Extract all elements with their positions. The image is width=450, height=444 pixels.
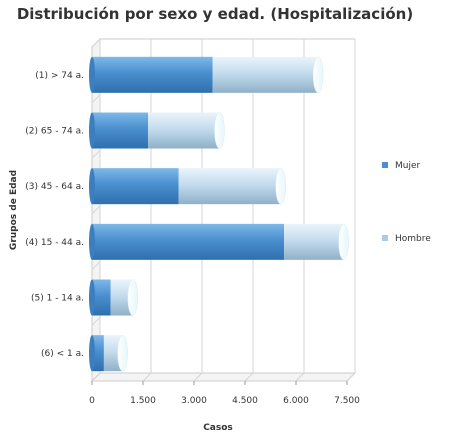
x-grid-floor-line (346, 372, 356, 382)
bar-hombre (103, 335, 123, 372)
y-tick-label: (2) 65 - 74 a. (25, 127, 84, 137)
bar-base-cap (89, 223, 95, 260)
x-tick-label: 3.000 (181, 396, 207, 406)
plot-floor (90, 372, 357, 382)
legend: Mujer Hombre (382, 161, 431, 244)
bar-mujer (92, 168, 179, 205)
x-tick-label: 1.500 (130, 396, 156, 406)
bar-mujer (92, 56, 213, 93)
bar-base-cap (89, 56, 95, 93)
bar-base-cap (89, 279, 95, 316)
x-grid-floor-line (295, 372, 305, 382)
y-axis-label: Grupos de Edad (9, 170, 19, 250)
bar-end-cap (312, 56, 324, 94)
y-tick-label: (5) 1 - 14 a. (31, 294, 84, 304)
bar-mujer (92, 112, 149, 149)
bar-base-cap (89, 168, 95, 205)
bar-mujer (92, 279, 111, 316)
bar-mujer (92, 223, 285, 260)
x-grid-floor-line (142, 372, 152, 382)
grid-lines (91, 38, 356, 385)
bar-group (89, 167, 286, 205)
bars (89, 56, 349, 372)
y-grid-line (91, 205, 101, 215)
x-tick-label: 4.500 (232, 396, 258, 406)
x-axis-label: Casos (203, 423, 233, 433)
y-grid-line (91, 261, 101, 271)
y-tick-label: (6) < 1 a. (41, 349, 84, 359)
x-grid-floor-line (244, 372, 254, 382)
bar-end-cap (275, 167, 286, 205)
y-grid-line (91, 372, 101, 382)
y-grid-line (91, 38, 101, 48)
bar-group (89, 334, 128, 372)
bar-group (89, 56, 324, 94)
y-tick-label: (4) 15 - 44 a. (25, 238, 84, 248)
bar-hombre (284, 223, 344, 260)
x-grid-floor-line (193, 372, 203, 382)
legend-swatch-mujer (382, 162, 388, 168)
bar-mujer (92, 335, 104, 372)
bar-hombre (148, 112, 220, 149)
x-tick-label: 0 (89, 396, 95, 406)
x-tick-label: 7.500 (334, 396, 360, 406)
bar-base-cap (89, 335, 95, 372)
bar-end-cap (338, 223, 349, 261)
bar-base-cap (89, 112, 95, 149)
legend-label-hombre: Hombre (395, 234, 431, 244)
y-tick-label: (3) 45 - 64 a. (25, 182, 84, 192)
y-grid-line (91, 94, 101, 104)
bar-end-cap (214, 112, 225, 149)
y-tick-labels: (1) > 74 a. (2) 65 - 74 a. (3) 45 - 64 a. (… (25, 71, 84, 359)
bar-hombre (110, 279, 133, 316)
bar-end-cap (117, 334, 128, 372)
chart-title: Distribución por sexo y edad. (Hospitali… (17, 5, 413, 23)
bar-hombre (178, 168, 281, 205)
legend-label-mujer: Mujer (395, 161, 421, 171)
bar-group (89, 223, 349, 261)
bar-end-cap (127, 279, 139, 316)
y-grid-line (91, 316, 101, 326)
y-tick-label: (1) > 74 a. (35, 71, 84, 81)
legend-swatch-hombre (382, 235, 388, 241)
y-grid-line (91, 149, 101, 159)
bar-group (89, 279, 139, 316)
x-tick-label: 6.000 (283, 396, 309, 406)
bar-group (89, 112, 225, 149)
plot-back-wall (99, 38, 356, 374)
bar-hombre (212, 56, 319, 93)
x-tick-labels: 0 1.500 3.000 4.500 6.000 7.500 (89, 396, 360, 406)
